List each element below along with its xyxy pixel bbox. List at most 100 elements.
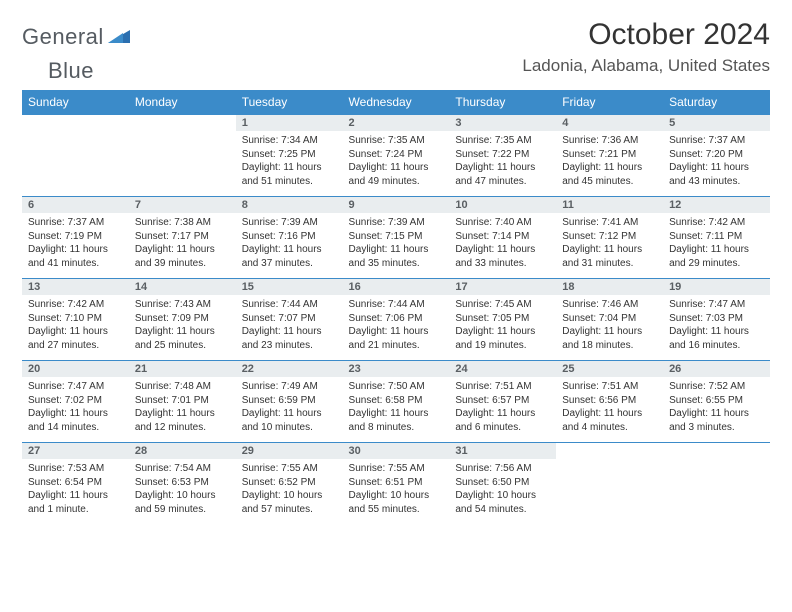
sunset-text: Sunset: 7:10 PM <box>28 312 123 326</box>
weekday-wednesday: Wednesday <box>343 90 450 115</box>
day-data: Sunrise: 7:49 AMSunset: 6:59 PMDaylight:… <box>236 377 343 442</box>
day-cell: 16Sunrise: 7:44 AMSunset: 7:06 PMDayligh… <box>343 279 450 361</box>
sunset-text: Sunset: 6:53 PM <box>135 476 230 490</box>
day-cell <box>129 115 236 197</box>
day-data: Sunrise: 7:50 AMSunset: 6:58 PMDaylight:… <box>343 377 450 442</box>
sunrise-text: Sunrise: 7:51 AM <box>455 380 550 394</box>
sunset-text: Sunset: 6:51 PM <box>349 476 444 490</box>
sunset-text: Sunset: 7:03 PM <box>669 312 764 326</box>
sunset-text: Sunset: 6:55 PM <box>669 394 764 408</box>
day-data: Sunrise: 7:35 AMSunset: 7:22 PMDaylight:… <box>449 131 556 196</box>
day-data: Sunrise: 7:40 AMSunset: 7:14 PMDaylight:… <box>449 213 556 278</box>
day-data: Sunrise: 7:48 AMSunset: 7:01 PMDaylight:… <box>129 377 236 442</box>
sunrise-text: Sunrise: 7:34 AM <box>242 134 337 148</box>
day-cell: 28Sunrise: 7:54 AMSunset: 6:53 PMDayligh… <box>129 443 236 525</box>
day-data: Sunrise: 7:44 AMSunset: 7:07 PMDaylight:… <box>236 295 343 360</box>
day-number: 30 <box>343 443 450 459</box>
day-data: Sunrise: 7:37 AMSunset: 7:19 PMDaylight:… <box>22 213 129 278</box>
daylight-text: Daylight: 11 hours and 35 minutes. <box>349 243 444 270</box>
day-number: 23 <box>343 361 450 377</box>
day-cell: 21Sunrise: 7:48 AMSunset: 7:01 PMDayligh… <box>129 361 236 443</box>
day-data: Sunrise: 7:54 AMSunset: 6:53 PMDaylight:… <box>129 459 236 524</box>
sunrise-text: Sunrise: 7:37 AM <box>28 216 123 230</box>
day-cell: 6Sunrise: 7:37 AMSunset: 7:19 PMDaylight… <box>22 197 129 279</box>
sunrise-text: Sunrise: 7:51 AM <box>562 380 657 394</box>
day-data: Sunrise: 7:38 AMSunset: 7:17 PMDaylight:… <box>129 213 236 278</box>
daylight-text: Daylight: 11 hours and 16 minutes. <box>669 325 764 352</box>
weekday-saturday: Saturday <box>663 90 770 115</box>
day-number: 19 <box>663 279 770 295</box>
day-cell <box>22 115 129 197</box>
day-number: 2 <box>343 115 450 131</box>
daylight-text: Daylight: 11 hours and 3 minutes. <box>669 407 764 434</box>
day-number: 1 <box>236 115 343 131</box>
daylight-text: Daylight: 10 hours and 54 minutes. <box>455 489 550 516</box>
sunset-text: Sunset: 6:57 PM <box>455 394 550 408</box>
sunrise-text: Sunrise: 7:42 AM <box>28 298 123 312</box>
sunset-text: Sunset: 7:12 PM <box>562 230 657 244</box>
day-data: Sunrise: 7:35 AMSunset: 7:24 PMDaylight:… <box>343 131 450 196</box>
day-data: Sunrise: 7:39 AMSunset: 7:15 PMDaylight:… <box>343 213 450 278</box>
sunset-text: Sunset: 7:11 PM <box>669 230 764 244</box>
sunset-text: Sunset: 7:09 PM <box>135 312 230 326</box>
day-number: 25 <box>556 361 663 377</box>
day-cell: 23Sunrise: 7:50 AMSunset: 6:58 PMDayligh… <box>343 361 450 443</box>
day-cell: 2Sunrise: 7:35 AMSunset: 7:24 PMDaylight… <box>343 115 450 197</box>
weekday-monday: Monday <box>129 90 236 115</box>
brand-name-part1: General <box>22 24 104 50</box>
daylight-text: Daylight: 11 hours and 18 minutes. <box>562 325 657 352</box>
weekday-friday: Friday <box>556 90 663 115</box>
sunset-text: Sunset: 7:19 PM <box>28 230 123 244</box>
day-number-empty <box>129 115 236 131</box>
day-cell: 17Sunrise: 7:45 AMSunset: 7:05 PMDayligh… <box>449 279 556 361</box>
day-data: Sunrise: 7:43 AMSunset: 7:09 PMDaylight:… <box>129 295 236 360</box>
day-number-empty <box>22 115 129 131</box>
day-cell: 31Sunrise: 7:56 AMSunset: 6:50 PMDayligh… <box>449 443 556 525</box>
sunrise-text: Sunrise: 7:49 AM <box>242 380 337 394</box>
day-number: 20 <box>22 361 129 377</box>
week-row: 27Sunrise: 7:53 AMSunset: 6:54 PMDayligh… <box>22 443 770 525</box>
day-data: Sunrise: 7:34 AMSunset: 7:25 PMDaylight:… <box>236 131 343 196</box>
sunrise-text: Sunrise: 7:41 AM <box>562 216 657 230</box>
sunrise-text: Sunrise: 7:39 AM <box>242 216 337 230</box>
sunrise-text: Sunrise: 7:55 AM <box>242 462 337 476</box>
daylight-text: Daylight: 10 hours and 57 minutes. <box>242 489 337 516</box>
week-row: 6Sunrise: 7:37 AMSunset: 7:19 PMDaylight… <box>22 197 770 279</box>
daylight-text: Daylight: 11 hours and 1 minute. <box>28 489 123 516</box>
sunrise-text: Sunrise: 7:53 AM <box>28 462 123 476</box>
daylight-text: Daylight: 11 hours and 10 minutes. <box>242 407 337 434</box>
day-number: 27 <box>22 443 129 459</box>
day-number: 8 <box>236 197 343 213</box>
sunset-text: Sunset: 6:54 PM <box>28 476 123 490</box>
week-row: 1Sunrise: 7:34 AMSunset: 7:25 PMDaylight… <box>22 115 770 197</box>
sunset-text: Sunset: 7:02 PM <box>28 394 123 408</box>
sunrise-text: Sunrise: 7:37 AM <box>669 134 764 148</box>
day-cell <box>556 443 663 525</box>
brand-name-part2: Blue <box>48 58 94 84</box>
day-data: Sunrise: 7:41 AMSunset: 7:12 PMDaylight:… <box>556 213 663 278</box>
day-data: Sunrise: 7:42 AMSunset: 7:11 PMDaylight:… <box>663 213 770 278</box>
day-data: Sunrise: 7:53 AMSunset: 6:54 PMDaylight:… <box>22 459 129 524</box>
day-cell: 11Sunrise: 7:41 AMSunset: 7:12 PMDayligh… <box>556 197 663 279</box>
sunrise-text: Sunrise: 7:54 AM <box>135 462 230 476</box>
sunset-text: Sunset: 7:20 PM <box>669 148 764 162</box>
sunset-text: Sunset: 7:22 PM <box>455 148 550 162</box>
sunset-text: Sunset: 7:07 PM <box>242 312 337 326</box>
weekday-tuesday: Tuesday <box>236 90 343 115</box>
day-cell: 22Sunrise: 7:49 AMSunset: 6:59 PMDayligh… <box>236 361 343 443</box>
day-data: Sunrise: 7:52 AMSunset: 6:55 PMDaylight:… <box>663 377 770 442</box>
day-data: Sunrise: 7:56 AMSunset: 6:50 PMDaylight:… <box>449 459 556 524</box>
daylight-text: Daylight: 11 hours and 41 minutes. <box>28 243 123 270</box>
sunrise-text: Sunrise: 7:44 AM <box>349 298 444 312</box>
day-number: 12 <box>663 197 770 213</box>
sunset-text: Sunset: 6:59 PM <box>242 394 337 408</box>
day-data: Sunrise: 7:51 AMSunset: 6:57 PMDaylight:… <box>449 377 556 442</box>
day-number-empty <box>663 443 770 459</box>
sunrise-text: Sunrise: 7:40 AM <box>455 216 550 230</box>
day-data: Sunrise: 7:39 AMSunset: 7:16 PMDaylight:… <box>236 213 343 278</box>
daylight-text: Daylight: 11 hours and 14 minutes. <box>28 407 123 434</box>
daylight-text: Daylight: 11 hours and 12 minutes. <box>135 407 230 434</box>
day-number: 21 <box>129 361 236 377</box>
sunset-text: Sunset: 6:56 PM <box>562 394 657 408</box>
day-cell: 30Sunrise: 7:55 AMSunset: 6:51 PMDayligh… <box>343 443 450 525</box>
